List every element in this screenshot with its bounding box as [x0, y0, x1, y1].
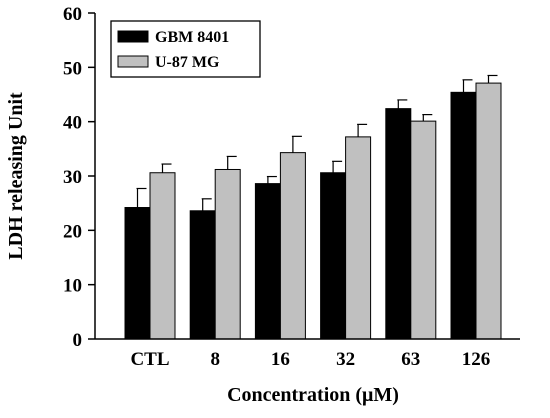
x-tick-label-126: 126 [462, 349, 491, 370]
legend: GBM 8401 U-87 MG [110, 20, 261, 78]
plot-area [124, 74, 502, 340]
bar-gbm-8401-32 [320, 172, 347, 340]
x-axis-title: Concentration (μM) [227, 384, 399, 406]
bar-gbm-8401-8 [189, 210, 216, 340]
bar-gbm-8401-16 [254, 183, 281, 340]
bar-u-87-mg-126 [475, 82, 502, 340]
legend-swatch-u-87-mg [117, 55, 149, 68]
y-tick-label-40: 40 [63, 113, 82, 134]
bar-u-87-mg-ctl [149, 172, 176, 340]
x-tick-label-ctl: CTL [130, 349, 169, 370]
bar-gbm-8401-ctl [124, 207, 151, 340]
y-tick-label-30: 30 [63, 167, 82, 188]
x-tick-label-32: 32 [336, 349, 355, 370]
legend-label-gbm-8401: GBM 8401 [155, 29, 229, 46]
x-tick-label-16: 16 [271, 349, 290, 370]
x-tick-label-8: 8 [210, 349, 220, 370]
y-tick-label-50: 50 [63, 58, 82, 79]
legend-label-u-87-mg: U-87 MG [155, 54, 220, 71]
bar-gbm-8401-63 [385, 108, 412, 340]
y-tick-label-10: 10 [63, 276, 82, 297]
x-tick-label-63: 63 [401, 349, 420, 370]
y-tick-label-60: 60 [63, 4, 82, 25]
bar-u-87-mg-32 [345, 136, 372, 340]
legend-box [110, 20, 261, 78]
axes: CTL 8 16 32 63 126 0 10 20 30 40 50 60 [63, 4, 520, 370]
bar-gbm-8401-126 [450, 91, 477, 340]
y-tick-label-0: 0 [73, 330, 83, 351]
y-tick-label-20: 20 [63, 221, 82, 242]
bar-u-87-mg-63 [410, 120, 437, 340]
legend-swatch-gbm-8401 [117, 30, 149, 43]
bar-u-87-mg-8 [214, 168, 241, 340]
y-axis-title: LDH releasing Unit [5, 92, 27, 260]
bar-u-87-mg-16 [279, 152, 306, 340]
